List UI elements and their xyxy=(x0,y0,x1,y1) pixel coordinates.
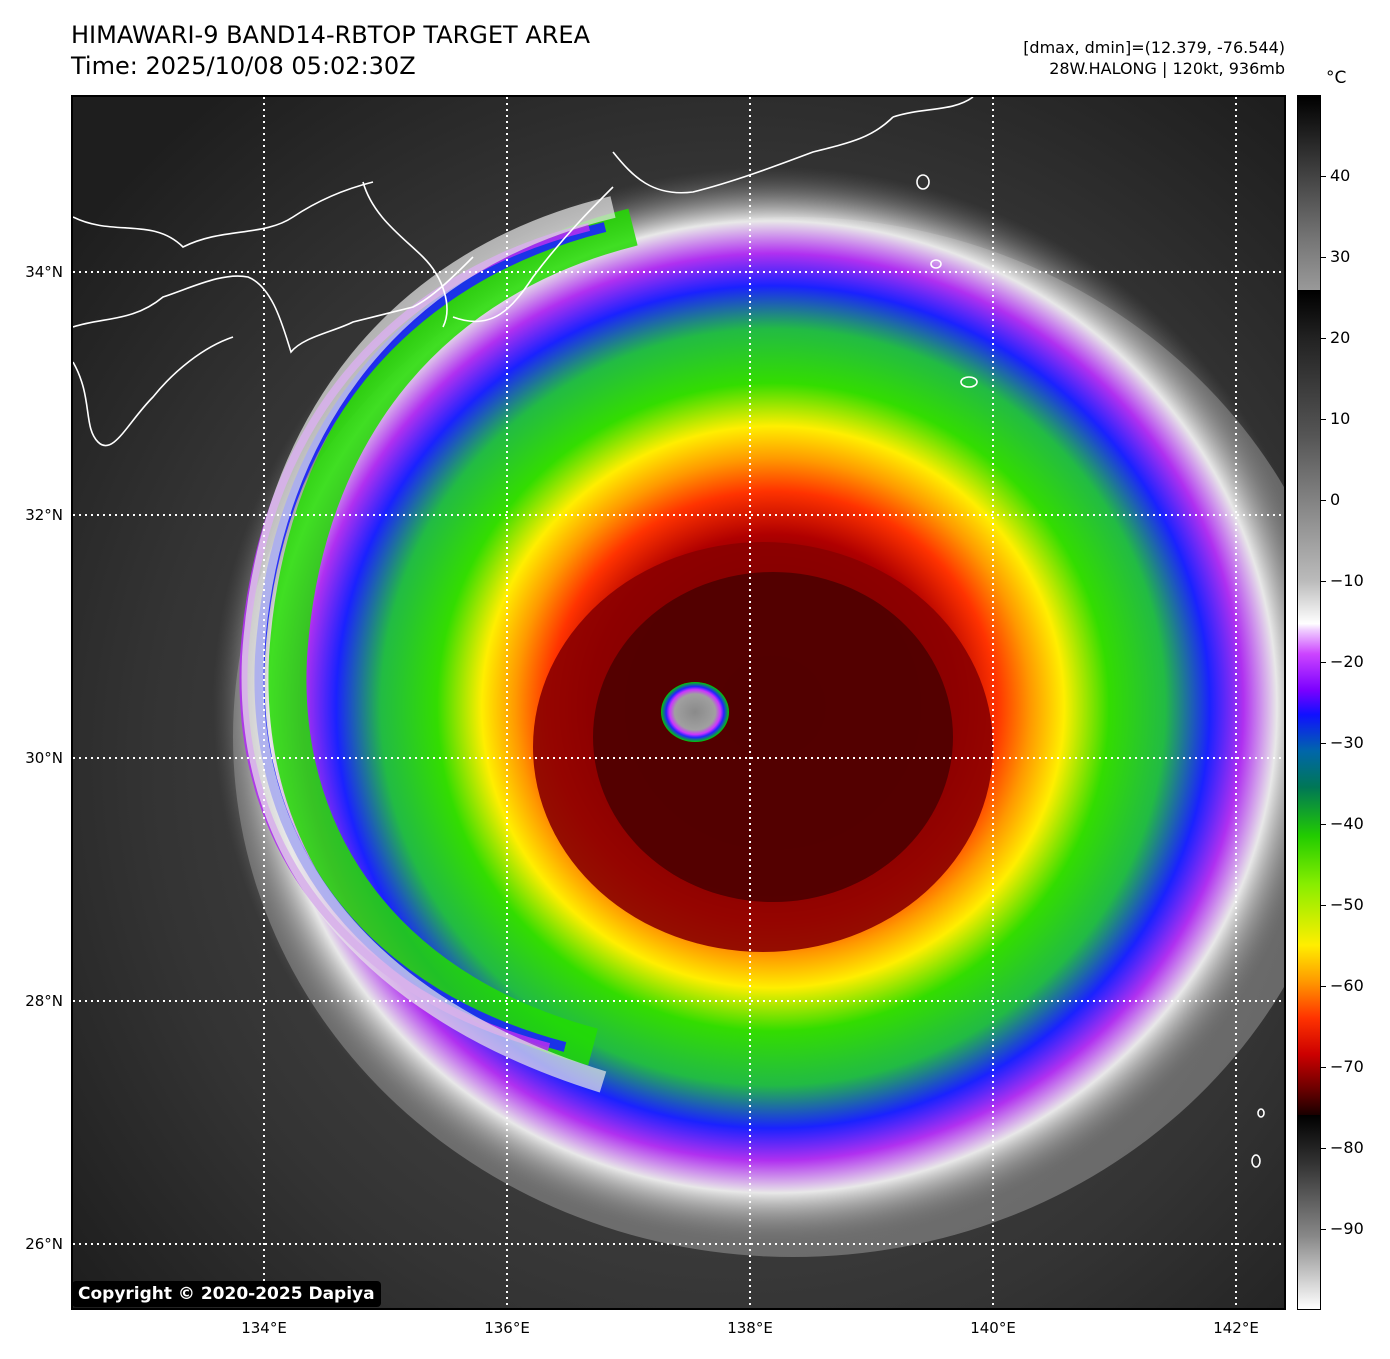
colorbar-tick xyxy=(1321,905,1326,906)
colorbar-tick xyxy=(1321,743,1326,744)
colorbar-tick xyxy=(1321,419,1326,420)
lon-label-140e: 140°E xyxy=(970,1319,1016,1337)
colorbar-tick xyxy=(1321,986,1326,987)
lon-label-136e: 136°E xyxy=(484,1319,530,1337)
lat-label-28n: 28°N xyxy=(25,992,63,1010)
storm-eye xyxy=(661,682,729,742)
colorbar-tick xyxy=(1321,1148,1326,1149)
colorbar-tick xyxy=(1321,581,1326,582)
small-islands xyxy=(916,174,1265,1168)
colorbar-tick xyxy=(1321,1229,1326,1230)
colorbar-tick-label: 20 xyxy=(1330,328,1351,347)
colorbar-tick xyxy=(1321,1067,1326,1068)
colorbar-tick xyxy=(1321,338,1326,339)
colorbar-tick xyxy=(1321,257,1326,258)
colorbar-tick-label: −50 xyxy=(1330,895,1364,914)
colorbar-tick-label: 40 xyxy=(1330,166,1351,185)
colorbar-tick-label: −90 xyxy=(1330,1219,1364,1238)
colorbar-tick xyxy=(1321,662,1326,663)
colorbar xyxy=(1297,95,1321,1310)
storm-info: 28W.HALONG | 120kt, 936mb xyxy=(1049,59,1285,78)
cdo-core xyxy=(593,572,953,902)
colorbar-tick-label: −80 xyxy=(1330,1138,1364,1157)
colorbar-tick xyxy=(1321,824,1326,825)
lat-label-26n: 26°N xyxy=(25,1235,63,1253)
colorbar-tick-label: −70 xyxy=(1330,1057,1364,1076)
chart-time: Time: 2025/10/08 05:02:30Z xyxy=(71,52,416,80)
colorbar-tick-label: 0 xyxy=(1330,490,1341,509)
lon-label-134e: 134°E xyxy=(241,1319,287,1337)
colorbar-unit: °C xyxy=(1326,68,1347,88)
dmax-dmin-info: [dmax, dmin]=(12.379, -76.544) xyxy=(1023,38,1285,57)
colorbar-tick xyxy=(1321,176,1326,177)
coastlines xyxy=(73,97,974,447)
copyright-notice: Copyright © 2020-2025 Dapiya xyxy=(72,1281,381,1307)
western-cloud-edge xyxy=(241,196,616,1093)
colorbar-tick-label: 30 xyxy=(1330,247,1351,266)
lat-label-32n: 32°N xyxy=(25,506,63,524)
lon-label-142e: 142°E xyxy=(1213,1319,1259,1337)
colorbar-tick-label: −40 xyxy=(1330,814,1364,833)
colorbar-tick-label: −60 xyxy=(1330,976,1364,995)
satellite-map xyxy=(71,95,1286,1310)
colorbar-tick-label: −20 xyxy=(1330,652,1364,671)
colorbar-tick xyxy=(1321,500,1326,501)
lon-label-138e: 138°E xyxy=(727,1319,773,1337)
lat-lon-grid xyxy=(73,97,1284,1308)
western-rainband xyxy=(268,208,638,1066)
chart-title: HIMAWARI-9 BAND14-RBTOP TARGET AREA xyxy=(71,21,591,49)
satellite-imagery xyxy=(73,97,1284,1308)
colorbar-tick-label: 10 xyxy=(1330,409,1351,428)
colorbar-tick-label: −10 xyxy=(1330,571,1364,590)
colorbar-tick-label: −30 xyxy=(1330,733,1364,752)
lat-label-30n: 30°N xyxy=(25,749,63,767)
lat-label-34n: 34°N xyxy=(25,263,63,281)
